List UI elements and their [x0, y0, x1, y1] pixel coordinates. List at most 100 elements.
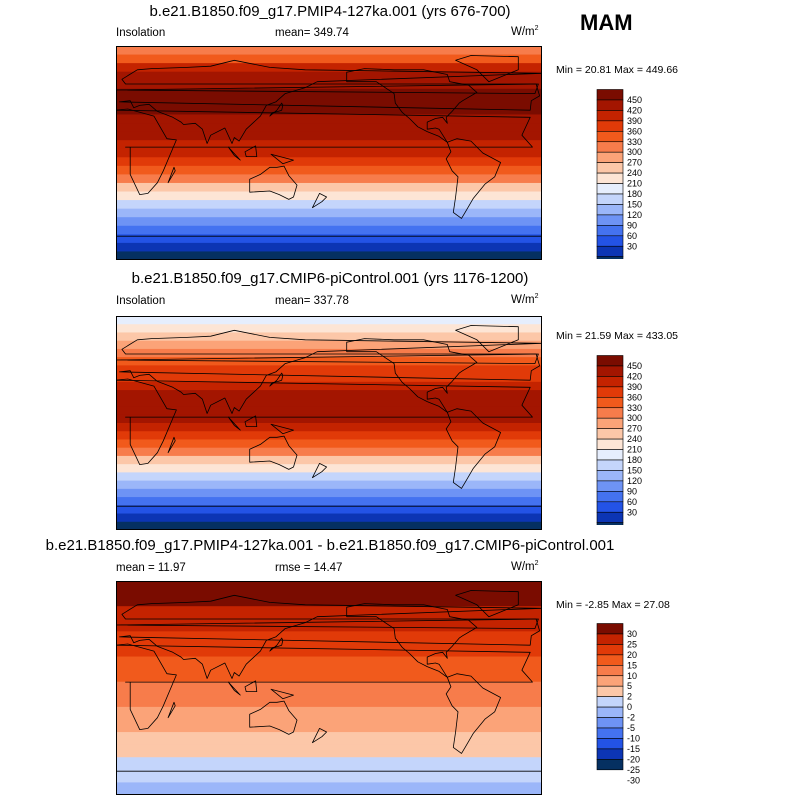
colorbar-box [596, 193, 624, 205]
contour-band [116, 365, 542, 375]
contour-band [116, 593, 542, 607]
contour-band [116, 431, 542, 441]
colorbar-box [596, 491, 624, 503]
contour-band [116, 80, 542, 90]
coastline [116, 643, 533, 731]
panel-2-left-label: Insolation [116, 295, 166, 307]
contour-band [116, 174, 542, 184]
colorbar-box [596, 141, 624, 153]
coastlines [116, 55, 542, 260]
contour-band [116, 472, 542, 482]
colorbar-box [596, 438, 624, 450]
coastlines [116, 325, 542, 530]
colorbar-label: -5 [627, 723, 635, 733]
colorbar-label: 360 [627, 392, 642, 402]
coastline [116, 505, 542, 530]
colorbar-box [596, 396, 624, 409]
panel-3-mean: mean = 11.97 [116, 562, 186, 574]
panel-1-units: W/m2 [511, 25, 539, 38]
coastline [311, 192, 328, 209]
colorbar-box [596, 256, 624, 259]
colorbar-label: 150 [627, 465, 642, 475]
panel-2-minmax: Min = 21.59 Max = 433.05 [556, 330, 678, 342]
contour-band [116, 732, 542, 746]
coastline [116, 108, 533, 196]
colorbar-label: 360 [627, 126, 642, 136]
colorbar-label: 20 [627, 650, 637, 660]
colorbar-box [596, 459, 624, 471]
colorbar-label: 390 [627, 382, 642, 392]
coastline [311, 727, 328, 744]
contour-band [116, 406, 542, 416]
contour-band [116, 521, 542, 530]
contour-band [116, 719, 542, 733]
contour-band [116, 373, 542, 383]
contour-band [116, 480, 542, 490]
coastline [445, 673, 502, 754]
panel-1-map [116, 46, 542, 260]
contour-band [116, 97, 542, 107]
panel-2-title: b.e21.B1850.f09_g17.CMIP6-piControl.001 … [131, 270, 529, 287]
colorbar-box [596, 738, 624, 750]
colorbar-box [596, 162, 624, 174]
colorbar-box [596, 480, 624, 492]
colorbar-label: 150 [627, 199, 642, 209]
colorbar-label: 120 [627, 210, 642, 220]
colorbar-box [596, 664, 624, 677]
contour-band [116, 217, 542, 227]
colorbar-box [596, 706, 624, 718]
contour-band [116, 769, 542, 784]
coastline [346, 338, 478, 413]
colorbar-label: 300 [627, 147, 642, 157]
coastline [249, 435, 298, 470]
panel-2-colorbar: 4504203903603303002702402101801501209060… [596, 355, 642, 525]
contour-band [116, 464, 542, 473]
coastline [116, 235, 542, 260]
coastline [119, 594, 542, 679]
contour-band [116, 381, 542, 391]
colorbar-label: -15 [627, 744, 640, 754]
coastline [445, 408, 502, 489]
coastline [116, 353, 539, 364]
coastline [119, 329, 542, 414]
contour-band [116, 348, 542, 358]
coastline [116, 378, 533, 466]
colorbar-box [596, 685, 624, 697]
colorbar-label: 30 [627, 241, 637, 251]
coastline [270, 688, 294, 700]
colorbar-label: 420 [627, 105, 642, 115]
contour-band [116, 114, 542, 124]
colorbar-label: 60 [627, 497, 637, 507]
colorbar-box [596, 172, 624, 184]
colorbar-box [596, 696, 624, 708]
colorbar-box [596, 470, 624, 482]
colorbar-label: 390 [627, 116, 642, 126]
colorbar-label: 330 [627, 403, 642, 413]
contour-band [116, 681, 542, 695]
colorbar-label: 90 [627, 486, 637, 496]
map-frame [116, 316, 542, 530]
colorbar-box [596, 225, 624, 237]
coastline [346, 603, 478, 678]
contour-band [116, 631, 542, 645]
colorbar-box [596, 407, 624, 419]
panel-1-title: b.e21.B1850.f09_g17.PMIP4-127ka.001 (yrs… [149, 3, 511, 20]
contour-band [116, 606, 542, 620]
contour-band [116, 669, 542, 683]
colorbar-box [596, 511, 624, 523]
coastline [455, 325, 519, 353]
contour-band [116, 54, 542, 64]
colorbar-label: -20 [627, 754, 640, 764]
colorbar-box [596, 365, 624, 377]
contour-band [116, 414, 542, 424]
coastline [228, 416, 241, 431]
coastline [445, 138, 502, 219]
panel-1-mean: mean= 349.74 [275, 27, 349, 39]
colorbar-label: 2 [627, 692, 632, 702]
contour-band [116, 242, 542, 253]
contour-band [116, 316, 542, 325]
colorbar-label: -30 [627, 775, 640, 785]
colorbar-label: 210 [627, 445, 642, 455]
contour-band [116, 123, 542, 133]
